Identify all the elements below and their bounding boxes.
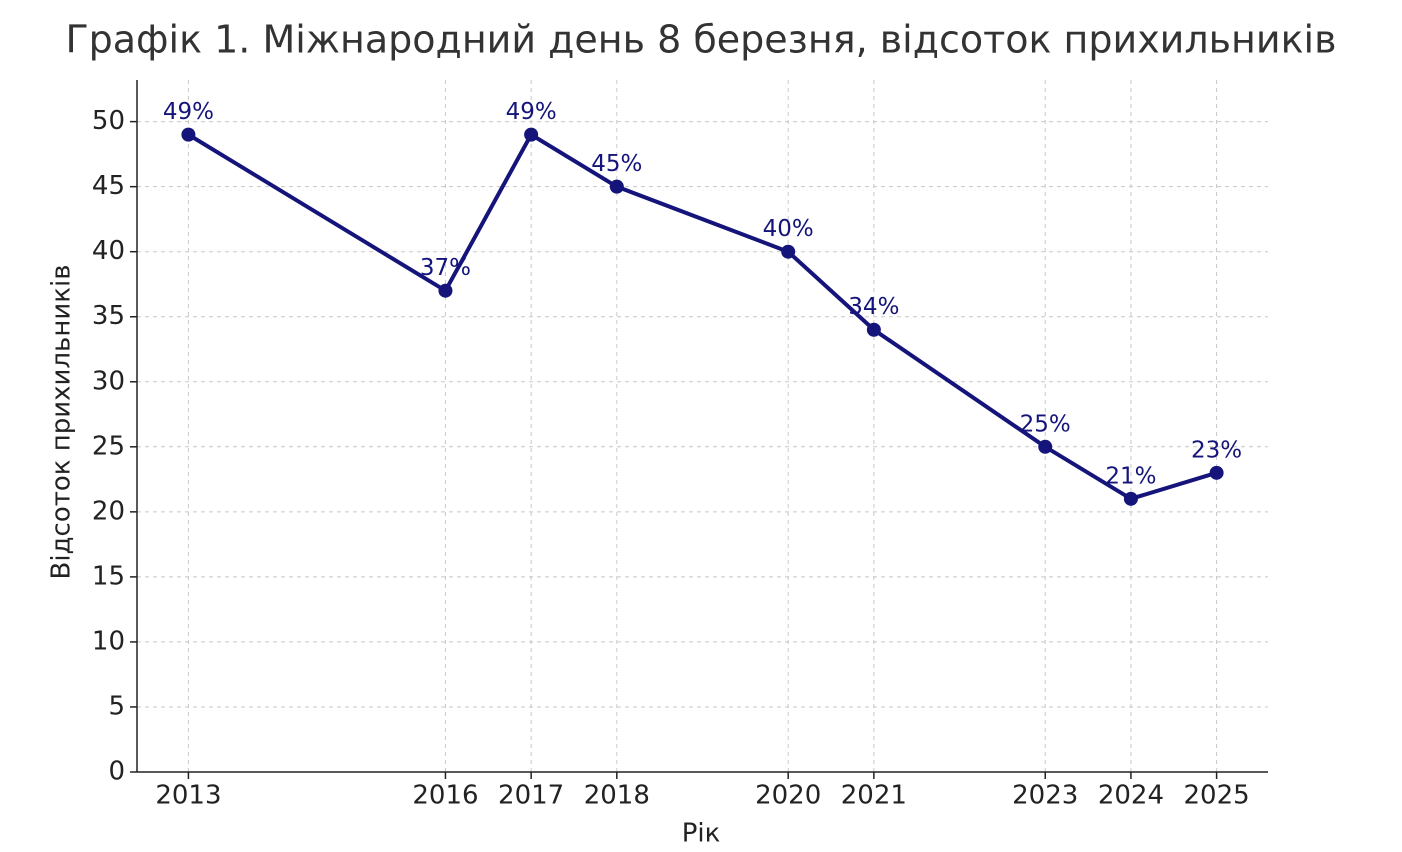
y-tick-label: 0 (108, 757, 125, 787)
x-tick-label: 2023 (1012, 781, 1078, 811)
y-tick-label: 10 (92, 626, 125, 656)
chart-title: Графік 1. Міжнародний день 8 березня, ві… (65, 18, 1336, 62)
value-label: 34% (848, 294, 899, 320)
point (181, 127, 196, 142)
y-tick-label: 25 (92, 431, 125, 461)
point (781, 244, 796, 259)
y-tick-label: 50 (92, 106, 125, 136)
x-tick-label: 2024 (1098, 781, 1164, 811)
x-tick-label: 2025 (1184, 781, 1250, 811)
x-tick-label: 2020 (755, 781, 821, 811)
x-tick-label: 2016 (412, 781, 478, 811)
y-tick-label: 45 (92, 171, 125, 201)
line (187, 132, 1218, 501)
y-tick-label: 20 (92, 496, 125, 526)
y-tick-label: 30 (92, 366, 125, 396)
value-label: 40% (763, 216, 814, 242)
point (438, 283, 453, 298)
y-tick-label: 35 (92, 301, 125, 331)
point (866, 322, 881, 337)
value-label: 21% (1105, 463, 1156, 489)
y-axis-label: Відсоток прихильників (47, 264, 77, 579)
value-label: 37% (420, 255, 471, 281)
y-tick-label: 5 (108, 691, 125, 721)
value-label: 49% (163, 99, 214, 125)
point (1038, 439, 1053, 454)
x-axis-label: Рік (682, 819, 721, 849)
x-tick-label: 2018 (584, 781, 650, 811)
x-tick-label: 2017 (498, 781, 564, 811)
point (524, 127, 539, 142)
y-tick-label: 15 (92, 561, 125, 591)
point (1209, 465, 1224, 480)
value-label: 45% (591, 151, 642, 177)
point (1123, 491, 1138, 506)
x-tick-label: 2013 (155, 781, 221, 811)
x-tick-label: 2021 (841, 781, 907, 811)
point (609, 179, 624, 194)
value-label: 25% (1020, 411, 1071, 437)
value-label: 23% (1191, 437, 1242, 463)
y-tick-label: 40 (92, 236, 125, 266)
value-label: 49% (506, 99, 557, 125)
